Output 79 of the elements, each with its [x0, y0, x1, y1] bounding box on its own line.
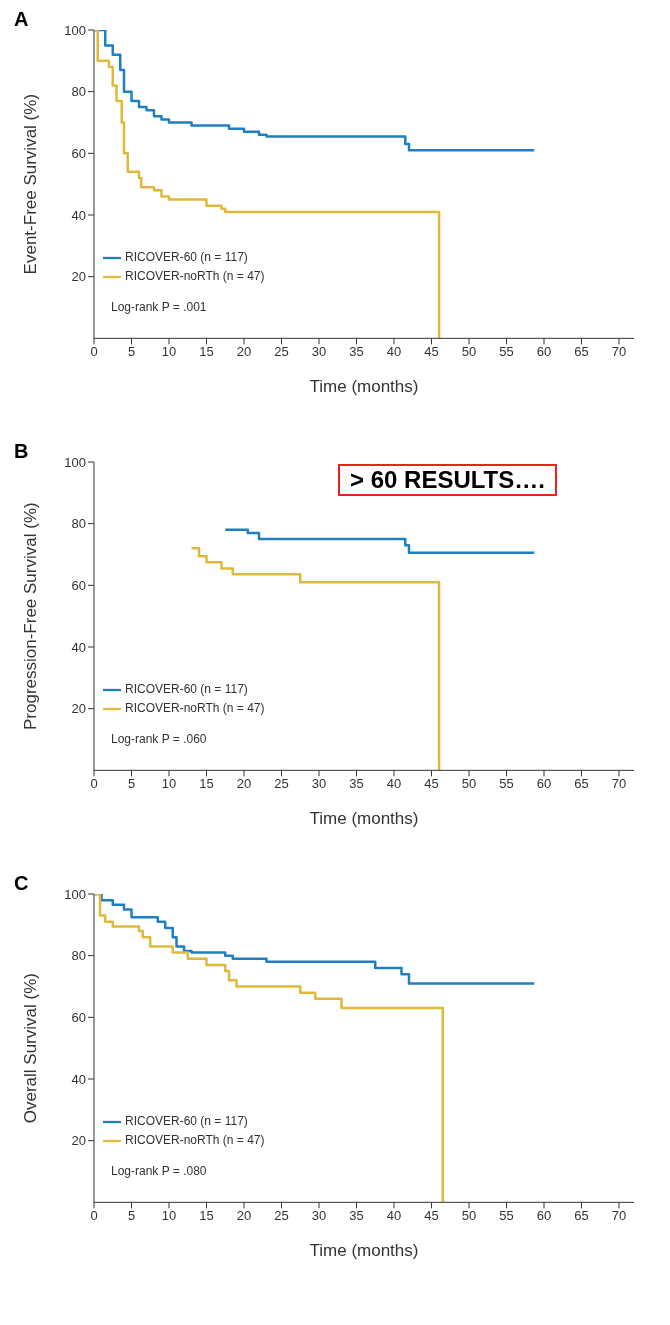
x-tick-label: 30 — [311, 775, 327, 791]
x-tick-label: 5 — [127, 1207, 136, 1223]
y-axis-title: Overall Survival (%) — [21, 973, 41, 1124]
y-axis-title: Event-Free Survival (%) — [21, 93, 41, 275]
x-tick-label: 35 — [349, 1207, 364, 1223]
x-tick-label: 20 — [236, 1207, 252, 1223]
legend-label: RICOVER-60 (n = 117) — [125, 1114, 248, 1128]
x-tick-label: 60 — [536, 1207, 552, 1223]
legend-label: RICOVER-noRTh (n = 47) — [125, 1132, 265, 1147]
y-tick-label: 80 — [71, 84, 86, 100]
annotation: Log-rank P = .080 — [111, 1164, 207, 1178]
x-tick-label: 70 — [611, 343, 627, 359]
y-tick-label: 60 — [71, 1009, 86, 1025]
y-tick-label: 20 — [71, 701, 86, 717]
y-tick-label: 40 — [71, 207, 86, 223]
x-tick-label: 40 — [386, 343, 402, 359]
legend-label: RICOVER-noRTh (n = 47) — [125, 700, 265, 715]
x-tick-label: 40 — [386, 1207, 402, 1223]
x-tick-label: 10 — [161, 343, 177, 359]
legend-label: RICOVER-noRTh (n = 47) — [125, 268, 265, 283]
legend-label: RICOVER-60 (n = 117) — [125, 682, 248, 696]
y-tick-label: 60 — [71, 577, 86, 593]
x-tick-label: 55 — [499, 1207, 514, 1223]
chart-title: A — [14, 8, 29, 31]
x-tick-label: 65 — [574, 775, 589, 791]
x-tick-label: 55 — [499, 343, 514, 359]
x-tick-label: 50 — [461, 343, 477, 359]
annotation: Log-rank P = .060 — [111, 732, 207, 746]
x-tick-label: 0 — [90, 1207, 98, 1223]
x-tick-label: 70 — [611, 1207, 627, 1223]
chart-title: C — [14, 872, 29, 895]
x-tick-label: 10 — [161, 775, 177, 791]
x-axis-title: Time (months) — [309, 377, 419, 397]
x-tick-label: 45 — [424, 1207, 439, 1223]
x-tick-label: 35 — [349, 343, 364, 359]
y-tick-label: 40 — [71, 1071, 86, 1087]
x-tick-label: 0 — [90, 343, 98, 359]
x-axis-title: Time (months) — [309, 1241, 419, 1261]
x-tick-label: 15 — [199, 343, 214, 359]
y-tick-label: 60 — [71, 145, 86, 161]
annotation: Log-rank P = .001 — [111, 300, 207, 314]
y-tick-label: 100 — [64, 22, 86, 38]
x-tick-label: 40 — [386, 775, 402, 791]
x-tick-label: 50 — [461, 1207, 477, 1223]
x-tick-label: 65 — [574, 1207, 589, 1223]
x-tick-label: 60 — [536, 343, 552, 359]
x-tick-label: 10 — [161, 1207, 177, 1223]
x-tick-label: 20 — [236, 775, 252, 791]
x-tick-label: 25 — [274, 775, 289, 791]
y-axis-title: Progression-Free Survival (%) — [21, 502, 41, 731]
x-tick-label: 35 — [349, 775, 364, 791]
x-tick-label: 20 — [236, 343, 252, 359]
x-tick-label: 25 — [274, 1207, 289, 1223]
y-tick-label: 100 — [64, 886, 86, 902]
x-tick-label: 60 — [536, 775, 552, 791]
x-tick-label: 45 — [424, 775, 439, 791]
x-tick-label: 30 — [311, 1207, 327, 1223]
y-tick-label: 80 — [71, 948, 86, 964]
x-tick-label: 65 — [574, 343, 589, 359]
x-tick-label: 25 — [274, 343, 289, 359]
x-tick-label: 70 — [611, 775, 627, 791]
y-tick-label: 20 — [71, 269, 86, 285]
legend-label: RICOVER-60 (n = 117) — [125, 250, 248, 264]
x-tick-label: 50 — [461, 775, 477, 791]
y-tick-label: 40 — [71, 639, 86, 655]
x-tick-label: 5 — [127, 775, 136, 791]
x-tick-label: 55 — [499, 775, 514, 791]
annotation: > 60 RESULTS…. — [338, 464, 557, 496]
x-axis-title: Time (months) — [309, 809, 419, 829]
x-tick-label: 45 — [424, 343, 439, 359]
x-tick-label: 5 — [127, 343, 136, 359]
x-tick-label: 0 — [90, 775, 98, 791]
x-tick-label: 15 — [199, 1207, 214, 1223]
chart-title: B — [14, 440, 29, 463]
y-tick-label: 100 — [64, 454, 86, 470]
x-tick-label: 15 — [199, 775, 214, 791]
x-tick-label: 30 — [311, 343, 327, 359]
y-tick-label: 80 — [71, 516, 86, 532]
y-tick-label: 20 — [71, 1133, 86, 1149]
